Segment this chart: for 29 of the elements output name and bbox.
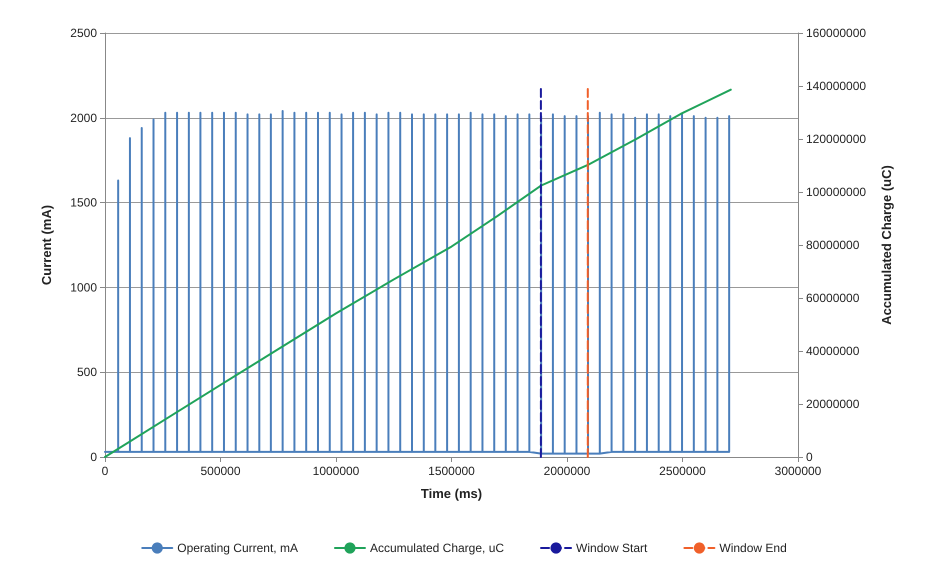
y-tick-label: 0 — [90, 450, 98, 464]
y-axis-title: Current (mA) — [39, 204, 54, 286]
y2-tick-label: 0 — [806, 450, 813, 464]
x-tick-label: 1500000 — [428, 464, 476, 478]
y-tick-label: 1000 — [70, 280, 98, 294]
x-tick-label: 500000 — [200, 464, 241, 478]
x-tick-label: 1000000 — [312, 464, 360, 478]
x-tick-label: 3000000 — [774, 464, 822, 478]
legend-label: Operating Current, mA — [177, 541, 298, 555]
legend-label: Window End — [719, 541, 787, 555]
y2-axis-title: Accumulated Charge (uC) — [879, 165, 894, 325]
y2-tick-label: 120000000 — [806, 132, 866, 146]
legend-label: Window Start — [576, 541, 648, 555]
y-tick-label: 500 — [76, 365, 98, 380]
y2-tick-label: 20000000 — [806, 397, 860, 411]
legend-label: Accumulated Charge, uC — [370, 541, 504, 555]
y2-tick-label: 140000000 — [806, 79, 866, 93]
y2-tick-label: 40000000 — [806, 344, 860, 358]
y2-tick-label: 80000000 — [806, 238, 860, 252]
y-tick-label: 2500 — [70, 26, 98, 40]
x-tick-label: 0 — [102, 464, 109, 478]
x-tick-label: 2500000 — [659, 464, 706, 478]
y-tick-label: 2000 — [70, 110, 98, 125]
x-axis-title: Time (ms) — [420, 486, 482, 501]
y2-tick-label: 60000000 — [806, 291, 860, 305]
y2-tick-label: 100000000 — [806, 185, 866, 199]
y-tick-label: 1500 — [70, 196, 98, 210]
y2-tick-label: 160000000 — [806, 26, 866, 40]
x-tick-label: 2000000 — [544, 464, 591, 478]
